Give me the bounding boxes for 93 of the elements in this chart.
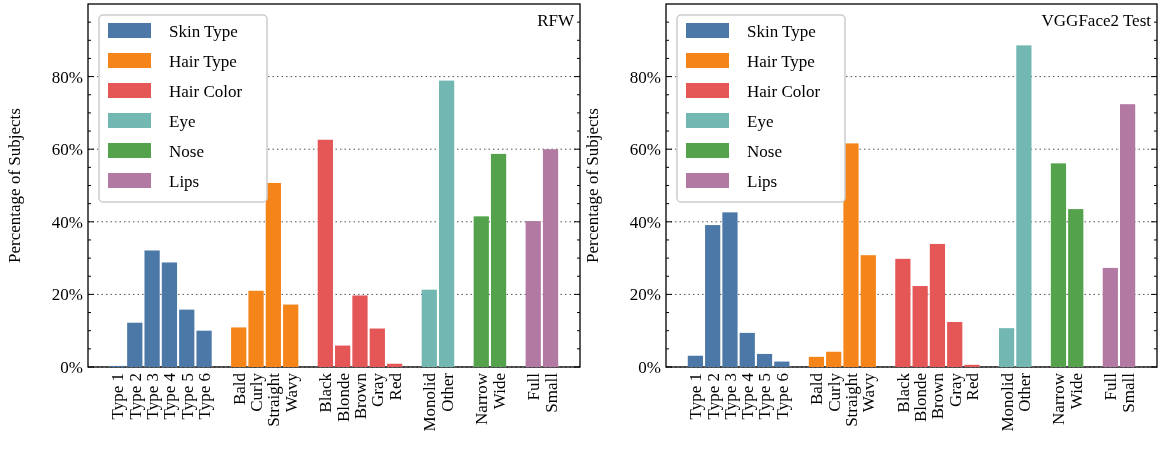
x-tick-label: Full	[1101, 372, 1121, 401]
bar	[895, 258, 911, 367]
bar	[421, 289, 437, 367]
x-tick-label: Gray	[368, 372, 388, 407]
x-tick-label: Small	[1118, 372, 1138, 413]
x-tick-label: Wide	[489, 373, 509, 410]
x-tick-label: Blonde	[911, 373, 931, 423]
x-tick-label: Monolid	[420, 372, 440, 432]
bar	[964, 364, 980, 367]
bar	[387, 363, 403, 367]
x-tick-label: Brown	[928, 372, 948, 420]
legend-label: Lips	[169, 171, 200, 191]
y-tick-label: 0%	[60, 357, 83, 377]
bar	[179, 309, 195, 367]
x-tick-label: Monolid	[997, 372, 1017, 432]
y-tick-label: 20%	[629, 285, 661, 305]
x-tick-label: Bald	[229, 372, 249, 406]
x-tick-label: Narrow	[472, 372, 492, 425]
bar	[1068, 209, 1084, 367]
x-tick-label: Curly	[246, 372, 266, 412]
bar	[912, 286, 928, 367]
x-tick-label: Black	[316, 372, 336, 413]
y-tick-label: 20%	[51, 285, 83, 305]
bar	[739, 332, 755, 367]
x-tick-label: Type 1	[686, 373, 706, 420]
bar	[369, 328, 385, 367]
bar	[860, 255, 876, 367]
y-tick-label: 40%	[629, 212, 661, 232]
bar	[687, 355, 703, 367]
y-axis-title: Percentage of Subjects	[5, 108, 24, 263]
y-axis-title: Percentage of Subjects	[583, 108, 602, 263]
bar	[1102, 267, 1118, 367]
legend-label: Hair Color	[747, 81, 821, 101]
legend-label: Hair Type	[169, 51, 237, 71]
bar	[542, 149, 559, 367]
y-tick-label: 80%	[629, 67, 661, 87]
bar	[722, 212, 738, 367]
legend-label: Eye	[747, 111, 774, 131]
bar	[283, 304, 299, 367]
legend-label: Eye	[169, 111, 196, 131]
bar	[490, 153, 507, 367]
legend-label: Skin Type	[169, 21, 238, 41]
bar	[438, 80, 455, 367]
y-tick-label: 0%	[638, 357, 661, 377]
y-tick-label: 60%	[51, 140, 83, 160]
bar	[335, 345, 351, 367]
x-tick-label: Type 1	[108, 373, 128, 420]
y-tick-label: 80%	[51, 67, 83, 87]
x-tick-label: Curly	[824, 372, 844, 412]
x-tick-label: Full	[524, 372, 544, 401]
x-tick-label: Bald	[807, 372, 827, 406]
bar	[196, 330, 212, 367]
bar	[525, 221, 541, 367]
bar	[998, 328, 1015, 367]
chart-title: VGGFace2 Test	[1041, 11, 1152, 30]
x-tick-label: Black	[893, 372, 913, 413]
x-tick-label: Blonde	[333, 373, 353, 423]
x-tick-label: Other	[1014, 372, 1034, 412]
bar	[774, 361, 790, 367]
x-tick-label: Narrow	[1049, 372, 1069, 425]
bar	[1120, 104, 1136, 367]
bar	[826, 351, 842, 367]
bar	[144, 250, 160, 367]
legend-label: Lips	[747, 171, 778, 191]
bar	[808, 356, 825, 367]
bar	[473, 216, 489, 367]
bar	[231, 327, 247, 367]
bar	[756, 353, 773, 367]
bar	[161, 262, 178, 367]
bar	[317, 139, 333, 367]
bar	[352, 295, 368, 367]
legend-label: Nose	[169, 141, 204, 161]
chart-title: RFW	[537, 11, 575, 30]
bar	[929, 243, 946, 367]
x-tick-label: Brown	[350, 372, 370, 420]
bar	[248, 290, 264, 367]
x-tick-label: Gray	[945, 372, 965, 407]
legend-label: Hair Type	[747, 51, 815, 71]
bar	[127, 322, 143, 367]
bar	[843, 143, 859, 367]
y-tick-label: 60%	[629, 140, 661, 160]
bar	[1016, 45, 1032, 367]
x-tick-label: Wide	[1066, 373, 1086, 410]
bar	[265, 182, 281, 367]
bar	[947, 321, 963, 367]
x-tick-label: Small	[541, 372, 561, 413]
legend-label: Skin Type	[747, 21, 816, 41]
bar	[705, 225, 721, 367]
bar	[1050, 163, 1067, 367]
y-tick-label: 40%	[51, 212, 83, 232]
x-tick-label: Other	[437, 372, 457, 412]
legend-label: Nose	[747, 141, 782, 161]
legend-label: Hair Color	[169, 81, 243, 101]
